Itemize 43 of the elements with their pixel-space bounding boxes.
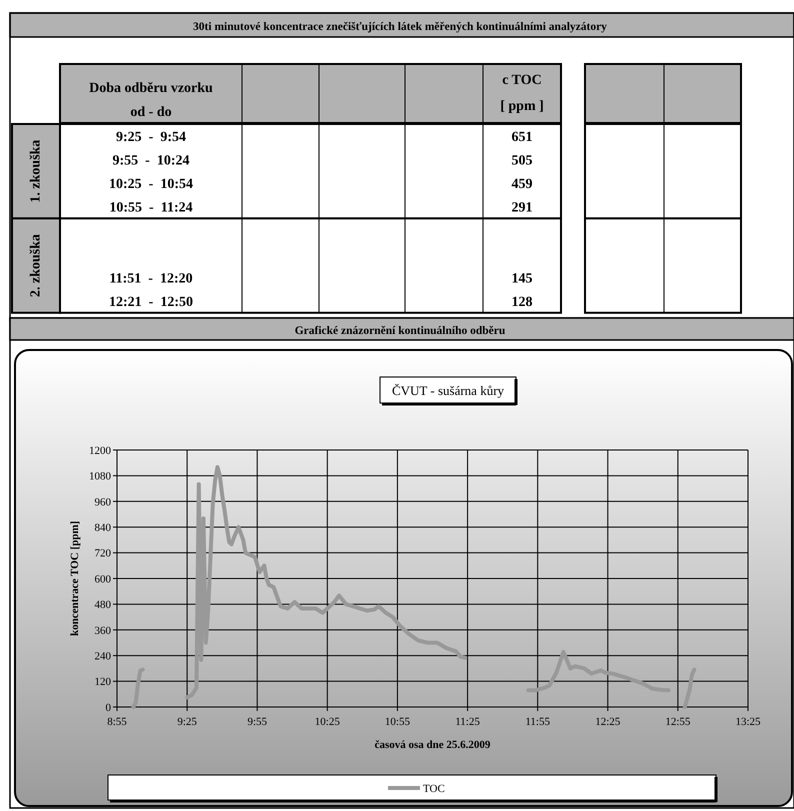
- x-tick-label: 9:55: [247, 716, 268, 728]
- x-tick-label: 11:55: [525, 716, 550, 728]
- y-tick-label: 360: [94, 624, 112, 637]
- y-tick-label: 120: [94, 676, 112, 688]
- y-tick-label: 960: [94, 496, 112, 508]
- category-label: 12:21 - 12:50: [109, 295, 193, 310]
- x-tick-label: 9:25: [177, 716, 198, 728]
- category-label: 9:55 - 10:24: [112, 153, 190, 168]
- data-label: 291: [512, 200, 532, 216]
- legend-label: TOC: [423, 783, 445, 795]
- text: 30ti minutové koncentrace znečišťujících látek měřených kontinuálními analyzátory: [193, 21, 608, 33]
- y-tick-label: 840: [94, 522, 112, 534]
- data-label: 459: [512, 177, 532, 192]
- chart-title: ČVUT - sušárna kůry: [392, 383, 505, 398]
- category-label: 10:55 - 11:24: [109, 200, 193, 216]
- data-label: 505: [512, 153, 532, 168]
- category-label: 11:51 - 12:20: [109, 271, 193, 286]
- data-label: 128: [512, 295, 532, 310]
- text: c TOC [ ppm ]: [500, 73, 544, 114]
- data-label: 651: [512, 130, 532, 145]
- y-tick-label: 720: [94, 548, 112, 560]
- y-tick-label: 240: [94, 650, 112, 662]
- chart-subtitle: Grafické znázornění kontinuálního odběru: [294, 325, 506, 337]
- x-tick-label: 8:55: [107, 716, 128, 728]
- y-tick-label: 1200: [89, 444, 112, 457]
- category-label: 9:25 - 9:54: [116, 130, 186, 145]
- category-label: 10:25 - 10:54: [109, 177, 193, 192]
- x-tick-label: 13:25: [735, 716, 762, 728]
- y-tick-label: 0: [106, 702, 112, 714]
- y-tick-label: 600: [94, 573, 112, 586]
- y-tick-label: 480: [94, 599, 112, 612]
- data-label: 145: [512, 271, 532, 286]
- x-tick-label: 12:55: [665, 716, 691, 728]
- y-tick-label: 1080: [89, 470, 112, 483]
- y-axis-title: koncentrace TOC [ppm]: [69, 520, 81, 636]
- x-tick-label: 12:25: [595, 716, 621, 728]
- text: 2. zkouška: [28, 234, 44, 298]
- x-tick-label: 10:55: [384, 716, 410, 728]
- x-tick-label: 11:25: [455, 716, 480, 728]
- text: Doba odběru vzorku od - do: [89, 81, 214, 120]
- x-axis-title: časová osa dne 25.6.2009: [374, 739, 491, 751]
- text: 1. zkouška: [28, 140, 44, 203]
- x-tick-label: 10:25: [314, 716, 340, 728]
